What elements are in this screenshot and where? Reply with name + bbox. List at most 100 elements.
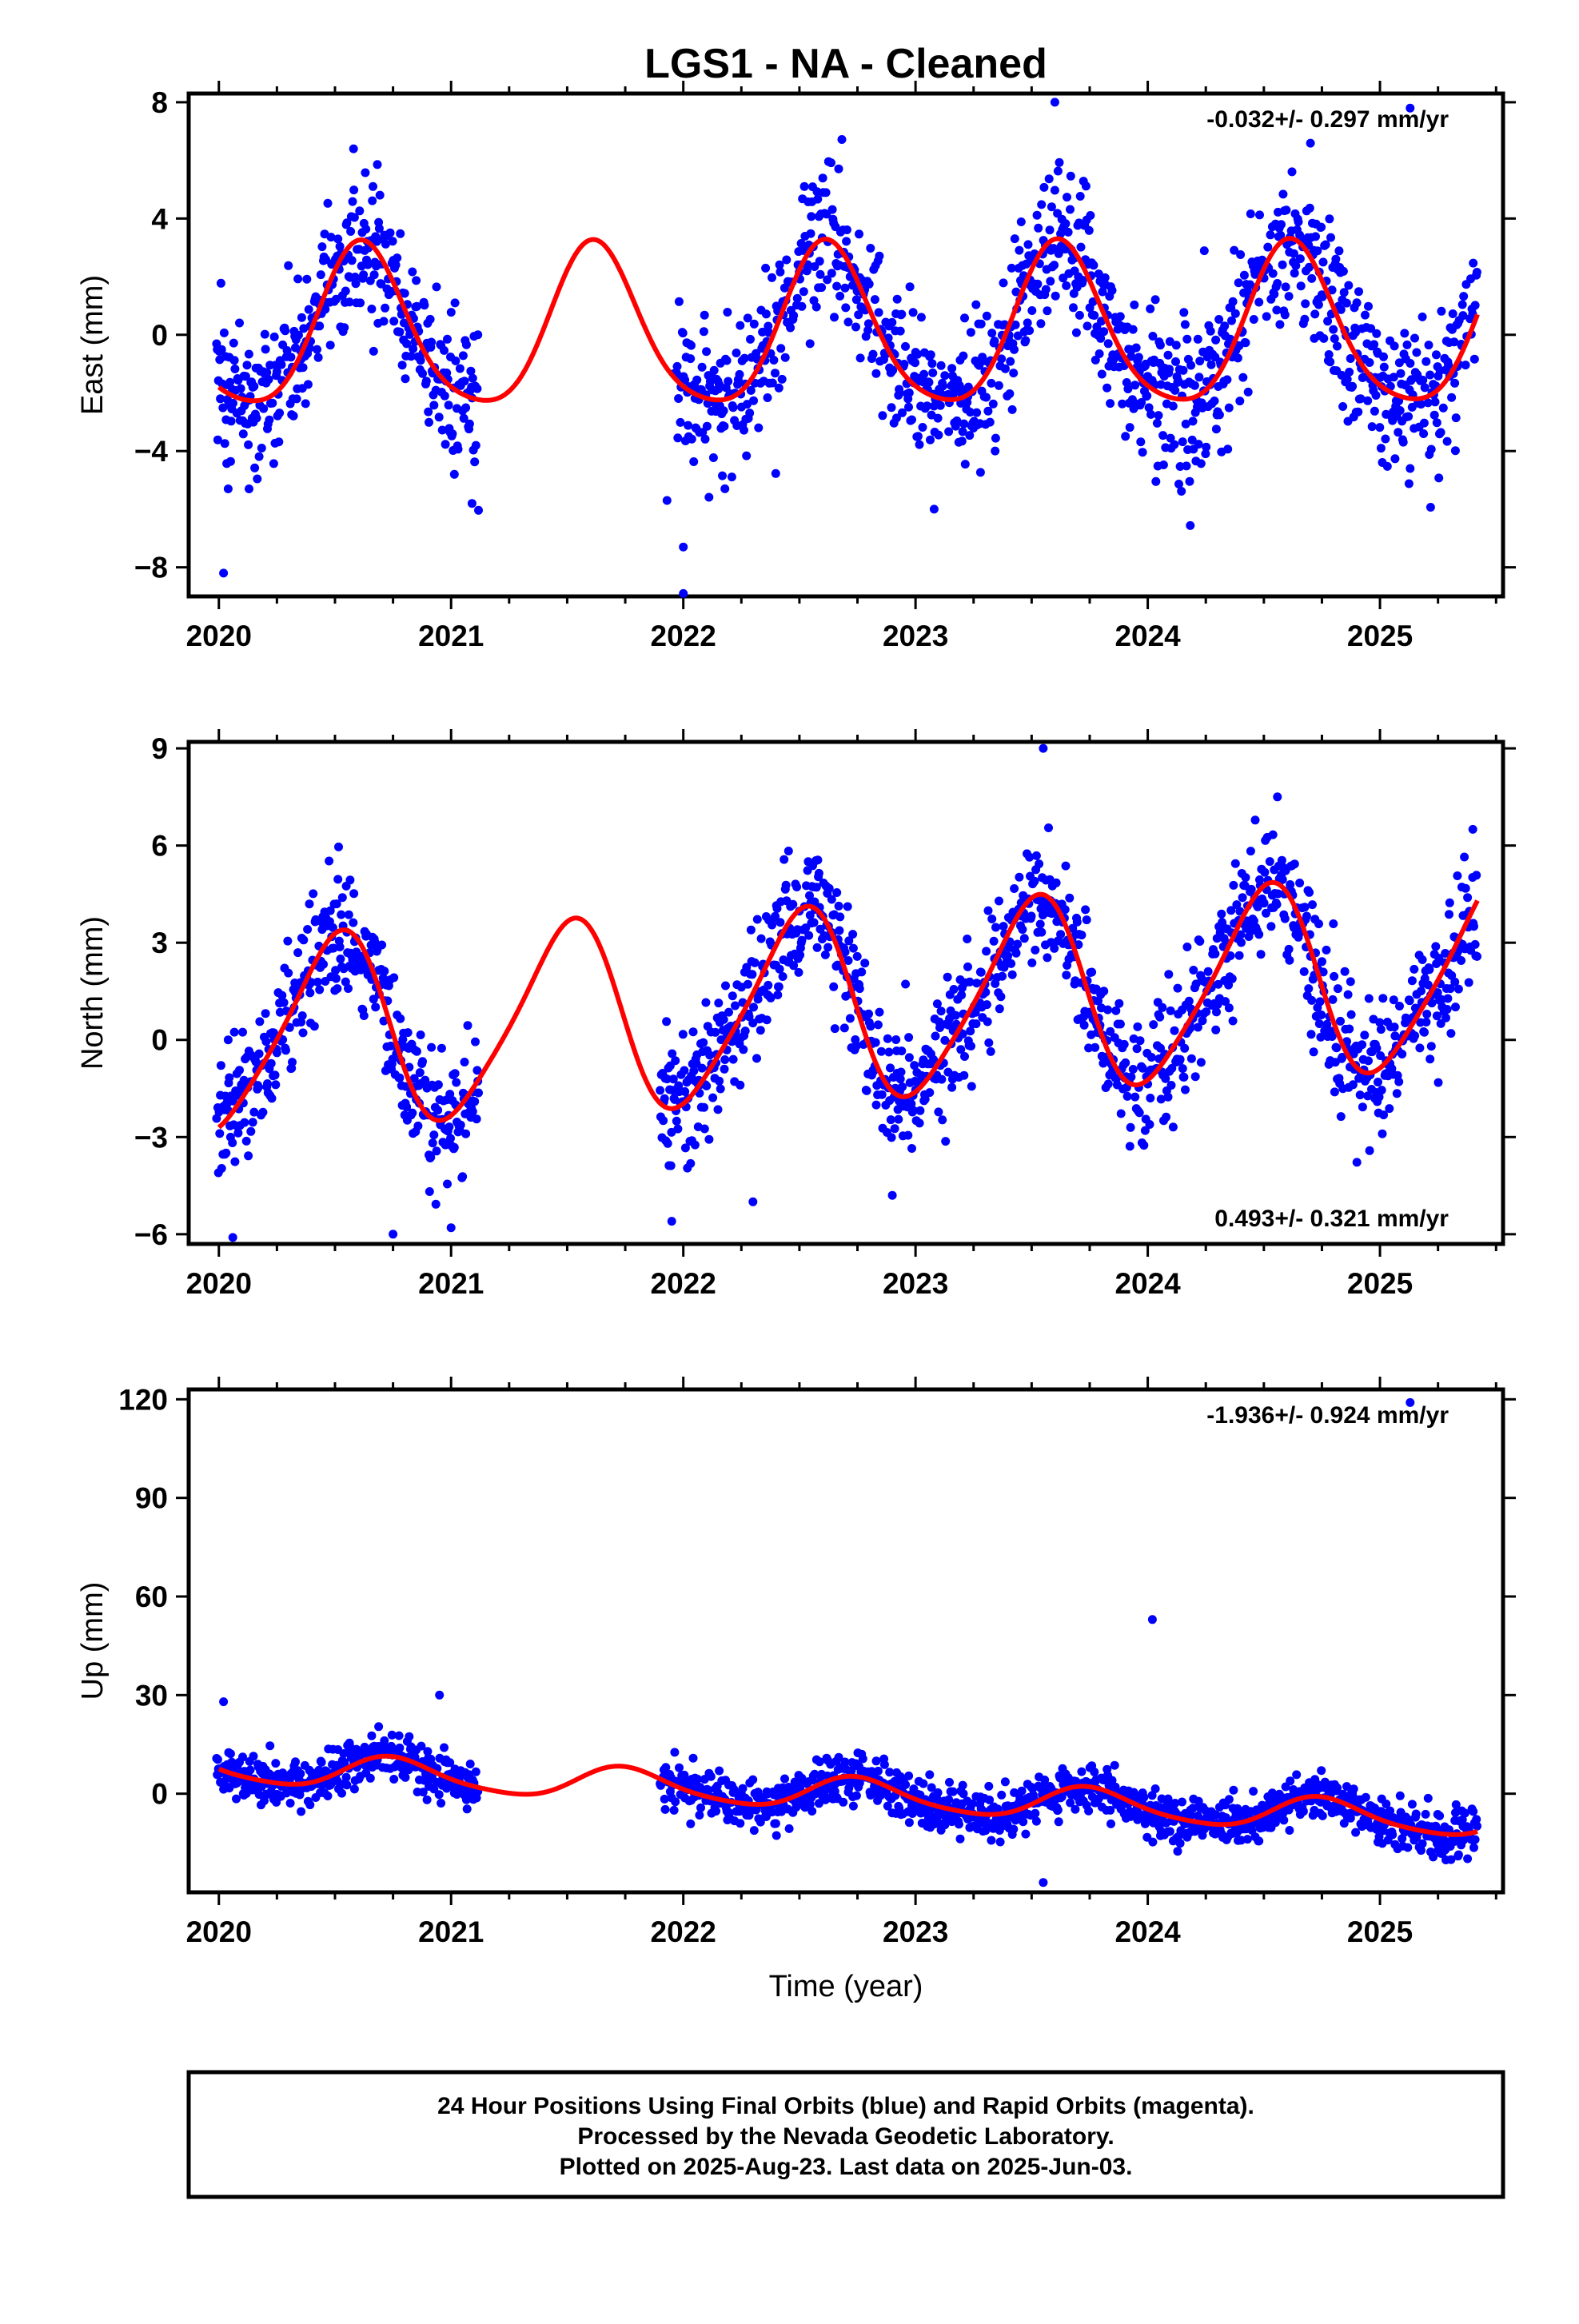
data-point — [1317, 222, 1326, 232]
fit-curve — [217, 236, 1480, 404]
data-point — [987, 378, 996, 388]
data-point — [749, 1003, 758, 1012]
data-point — [805, 911, 815, 920]
data-point — [1262, 908, 1270, 918]
data-point — [402, 339, 412, 349]
data-point — [1376, 1051, 1386, 1060]
data-point — [1203, 967, 1213, 976]
data-point — [1302, 911, 1311, 921]
data-point — [1121, 1058, 1130, 1067]
data-point — [271, 1080, 281, 1090]
data-point — [1333, 341, 1342, 351]
data-point — [999, 278, 1008, 288]
data-point — [975, 468, 985, 477]
data-point — [255, 1017, 265, 1026]
data-point — [1451, 1800, 1461, 1809]
data-point — [686, 1819, 696, 1828]
data-point — [380, 967, 389, 976]
data-point — [675, 1763, 684, 1772]
data-point — [1211, 425, 1221, 434]
data-point — [1000, 364, 1010, 373]
data-point — [374, 224, 384, 233]
data-point — [1175, 1054, 1185, 1064]
data-point — [984, 1781, 994, 1791]
data-point — [972, 408, 982, 417]
data-point — [1179, 308, 1189, 317]
data-point — [1118, 399, 1127, 409]
data-point — [684, 421, 693, 430]
data-point — [1365, 358, 1374, 367]
data-point — [429, 1130, 439, 1140]
data-point — [744, 1012, 754, 1022]
data-point — [913, 432, 923, 441]
data-point — [1318, 957, 1326, 967]
data-point — [839, 1023, 849, 1033]
data-point — [1126, 352, 1136, 361]
data-point — [704, 1785, 713, 1795]
data-point — [446, 308, 456, 317]
y-axis-title: Up (mm) — [76, 1582, 110, 1700]
data-point — [215, 1129, 225, 1138]
data-point — [827, 269, 836, 278]
data-point — [418, 1788, 428, 1797]
data-point — [315, 985, 325, 995]
data-point — [1164, 970, 1174, 979]
data-point — [998, 971, 1007, 981]
data-point — [863, 325, 873, 335]
data-point — [813, 194, 823, 204]
data-point — [347, 256, 357, 265]
data-point — [1226, 951, 1235, 960]
data-point — [387, 1730, 397, 1740]
data-point — [1287, 167, 1297, 177]
data-point — [250, 463, 260, 472]
data-point — [1417, 987, 1425, 996]
data-point — [756, 934, 766, 943]
data-point — [944, 1795, 954, 1804]
x-tick-label: 2024 — [1114, 1915, 1181, 1948]
data-point — [393, 253, 402, 263]
data-point — [309, 889, 318, 899]
data-point — [1045, 225, 1055, 235]
data-point — [870, 295, 879, 305]
data-point — [1392, 1089, 1402, 1098]
data-point — [1473, 1821, 1481, 1831]
data-point — [336, 955, 345, 963]
data-point — [1323, 317, 1333, 326]
data-point — [1266, 230, 1275, 240]
data-point — [688, 1027, 698, 1037]
data-point — [1315, 997, 1325, 1007]
data-point — [270, 1070, 280, 1080]
data-point — [263, 1079, 272, 1088]
data-point — [775, 964, 784, 974]
data-point — [740, 353, 749, 363]
data-point — [1202, 1007, 1211, 1017]
x-tick-label: 2024 — [1114, 1267, 1181, 1300]
data-point — [1186, 1054, 1196, 1063]
data-point — [834, 901, 843, 911]
data-point — [1154, 411, 1163, 421]
data-point — [845, 1014, 855, 1023]
data-point — [840, 283, 850, 293]
data-point — [1274, 889, 1283, 899]
data-point — [1432, 350, 1441, 360]
data-point — [821, 188, 831, 197]
data-point — [1095, 349, 1104, 358]
data-point — [374, 1722, 384, 1732]
x-tick-label: 2025 — [1347, 1915, 1413, 1948]
data-point — [298, 363, 308, 373]
footer-border — [186, 2070, 1505, 2199]
data-point — [731, 1001, 740, 1011]
data-point — [935, 401, 945, 410]
y-tick-label: 0 — [151, 1778, 168, 1811]
data-point — [854, 310, 863, 320]
data-point — [471, 440, 480, 450]
data-point — [1147, 1791, 1157, 1800]
data-point — [337, 1788, 346, 1798]
data-point — [910, 1061, 919, 1070]
data-point — [959, 419, 969, 429]
data-point — [323, 1792, 333, 1800]
data-point — [984, 1038, 994, 1047]
data-point — [1031, 851, 1041, 860]
data-point — [1360, 1030, 1370, 1040]
data-point — [840, 1757, 850, 1767]
